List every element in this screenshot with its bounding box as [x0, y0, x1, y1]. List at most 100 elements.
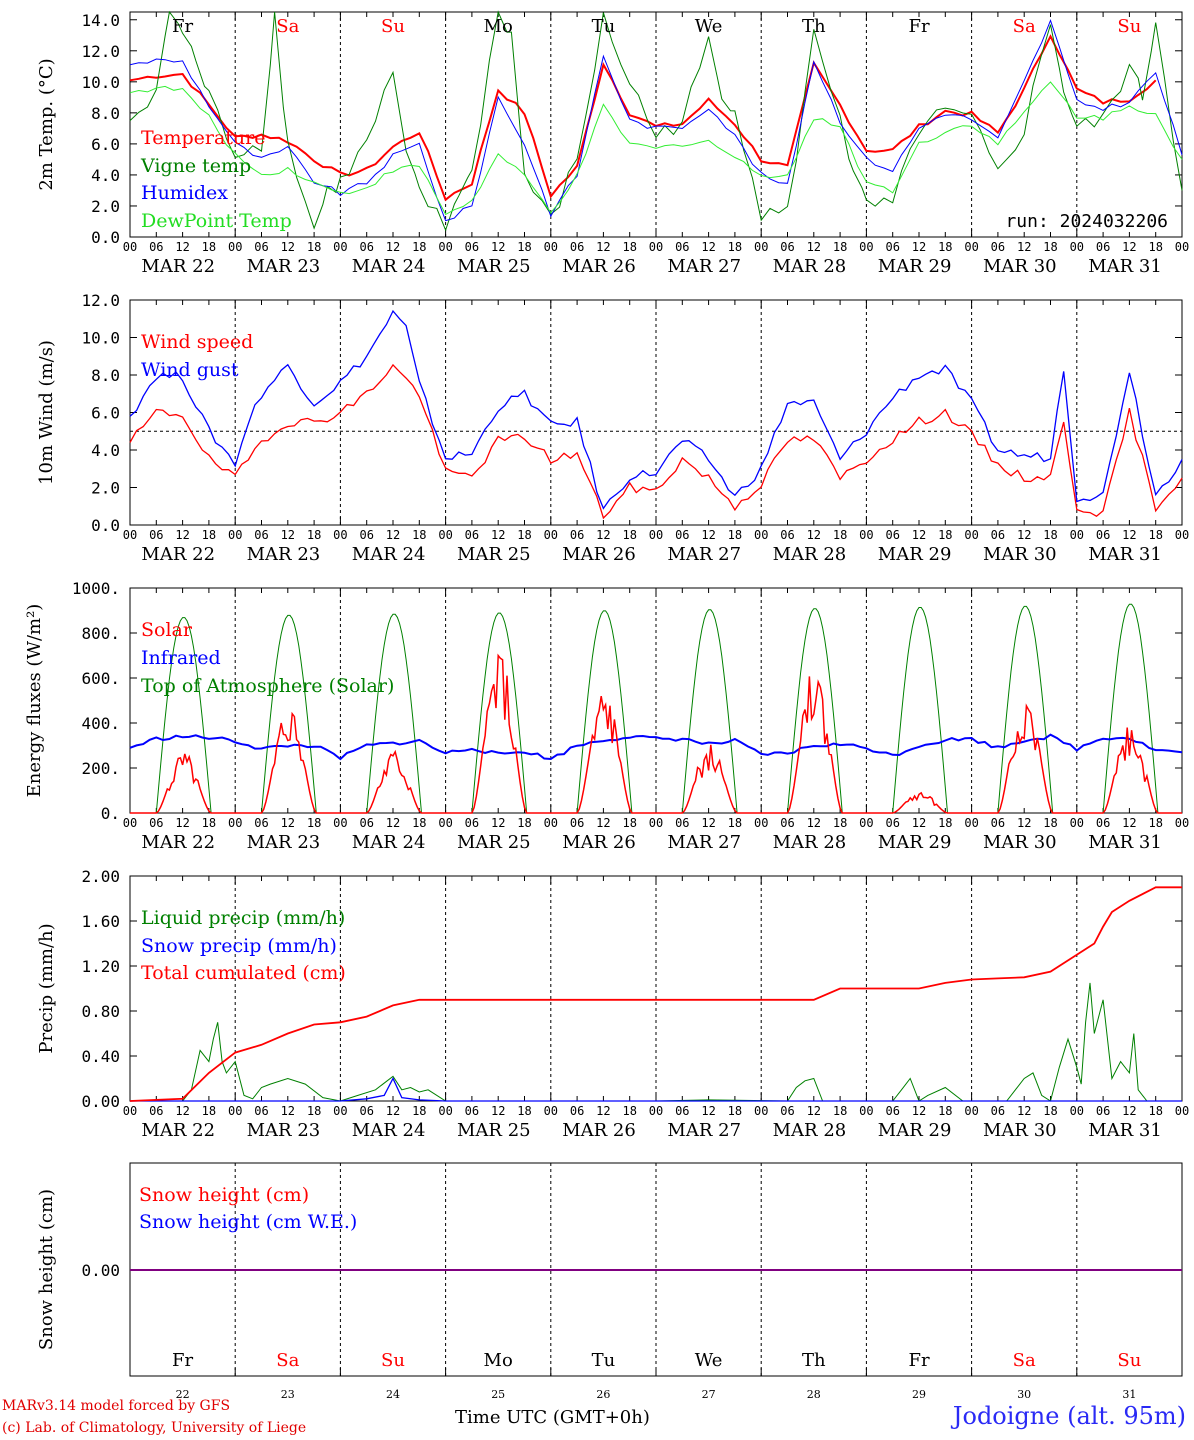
x-axis-label: Time UTC (GMT+0h) [455, 1407, 650, 1428]
day-name-label: Sa [1013, 16, 1036, 37]
hour-tick-label: 18 [202, 240, 216, 254]
date-label: MAR 30 [983, 832, 1057, 853]
hour-tick-label: 06 [254, 240, 268, 254]
hour-tick-label: 18 [622, 1104, 636, 1118]
hour-tick-label: 18 [1148, 816, 1162, 830]
hour-tick-label: 18 [728, 528, 742, 542]
hour-tick-label: 00 [544, 816, 558, 830]
date-label: MAR 31 [1088, 1120, 1162, 1141]
hour-tick-label: 12 [491, 528, 505, 542]
hour-tick-label: 00 [123, 240, 137, 254]
hour-tick-label: 12 [1122, 528, 1136, 542]
hour-tick-label: 06 [254, 1104, 268, 1118]
day-number-label: 27 [702, 1388, 716, 1401]
hour-tick-label: 06 [885, 1104, 899, 1118]
series-line-lime [129, 81, 1183, 216]
hour-tick-label: 12 [175, 1104, 189, 1118]
hour-tick-label: 06 [359, 240, 373, 254]
hour-tick-label: 00 [1175, 816, 1189, 830]
hour-tick-label: 12 [386, 240, 400, 254]
legend-entry: Wind gust [141, 359, 239, 381]
hour-tick-label: 18 [307, 816, 321, 830]
location-label: Jodoigne (alt. 95m) [952, 1402, 1186, 1430]
hour-tick-label: 00 [123, 816, 137, 830]
hour-tick-label: 18 [728, 816, 742, 830]
hour-tick-label: 06 [675, 528, 689, 542]
hour-tick-label: 18 [517, 816, 531, 830]
hour-tick-label: 18 [412, 1104, 426, 1118]
series-line-blue [129, 733, 1183, 761]
hour-tick-label: 00 [754, 528, 768, 542]
hour-tick-label: 06 [570, 816, 584, 830]
date-label: MAR 28 [773, 544, 847, 565]
y-tick-label: 12.0 [81, 291, 120, 310]
date-label: MAR 24 [352, 256, 426, 277]
series-line-green [130, 982, 1182, 1102]
hour-tick-label: 12 [491, 240, 505, 254]
hour-tick-label: 00 [544, 240, 558, 254]
y-tick-label: 800. [81, 624, 120, 643]
panel-frame [129, 11, 1183, 238]
hour-tick-label: 12 [912, 816, 926, 830]
hour-tick-label: 12 [807, 240, 821, 254]
hour-tick-label: 06 [149, 528, 163, 542]
hour-tick-label: 12 [281, 240, 295, 254]
hour-tick-label: 00 [649, 1104, 663, 1118]
date-label: MAR 31 [1088, 256, 1162, 277]
series-line-red [129, 34, 1157, 202]
hour-tick-label: 12 [281, 816, 295, 830]
hour-tick-label: 18 [412, 816, 426, 830]
hour-tick-label: 18 [622, 816, 636, 830]
hour-tick-label: 06 [991, 240, 1005, 254]
hour-tick-label: 00 [964, 240, 978, 254]
date-label: MAR 23 [247, 544, 321, 565]
date-label: MAR 26 [562, 544, 636, 565]
day-name-label: Sa [276, 16, 299, 37]
hour-tick-label: 12 [1122, 1104, 1136, 1118]
day-name-label: We [695, 1350, 723, 1371]
date-label: MAR 26 [562, 832, 636, 853]
y-tick-label: 6.0 [91, 404, 120, 423]
hour-tick-label: 18 [412, 240, 426, 254]
legend-entry: Humidex [141, 182, 228, 204]
hour-tick-label: 18 [1043, 816, 1057, 830]
y-tick-label: 1.20 [81, 957, 120, 976]
series-line-red [129, 886, 1182, 1102]
hour-tick-label: 06 [254, 816, 268, 830]
legend-entry: Vigne temp [140, 155, 251, 177]
legend-entry: Solar [141, 619, 193, 641]
date-label: MAR 31 [1088, 832, 1162, 853]
hour-tick-label: 18 [1043, 240, 1057, 254]
hour-tick-label: 00 [1175, 528, 1189, 542]
hour-tick-label: 00 [333, 528, 347, 542]
y-tick-label: 0.00 [81, 1092, 120, 1111]
hour-tick-label: 12 [491, 816, 505, 830]
date-label: MAR 31 [1088, 544, 1162, 565]
y-tick-label: 600. [81, 669, 120, 688]
legend-entry: Liquid precip (mm/h) [141, 907, 345, 929]
y-tick-label: 2.0 [91, 479, 120, 498]
hour-tick-label: 18 [517, 528, 531, 542]
y-tick-label: 2.00 [81, 867, 120, 886]
hour-tick-label: 00 [859, 1104, 873, 1118]
hour-tick-label: 06 [149, 1104, 163, 1118]
y-tick-label: 0.80 [81, 1002, 120, 1021]
hour-tick-label: 00 [438, 240, 452, 254]
date-label: MAR 24 [352, 832, 426, 853]
hour-tick-label: 18 [1148, 240, 1162, 254]
hour-tick-label: 06 [780, 528, 794, 542]
hour-tick-label: 18 [833, 816, 847, 830]
day-name-label: Tu [592, 1350, 616, 1371]
y-tick-label: 10.0 [81, 329, 120, 348]
date-label: MAR 29 [878, 544, 952, 565]
hour-tick-label: 18 [938, 1104, 952, 1118]
hour-tick-label: 00 [438, 528, 452, 542]
hour-tick-label: 06 [149, 240, 163, 254]
hour-tick-label: 00 [1175, 240, 1189, 254]
y-tick-label: 12.0 [81, 42, 120, 61]
date-label: MAR 25 [457, 832, 531, 853]
day-name-label: Fr [172, 1350, 193, 1371]
series-line-blue [129, 309, 1183, 510]
y-tick-label: 8.0 [91, 366, 120, 385]
hour-tick-label: 12 [701, 816, 715, 830]
